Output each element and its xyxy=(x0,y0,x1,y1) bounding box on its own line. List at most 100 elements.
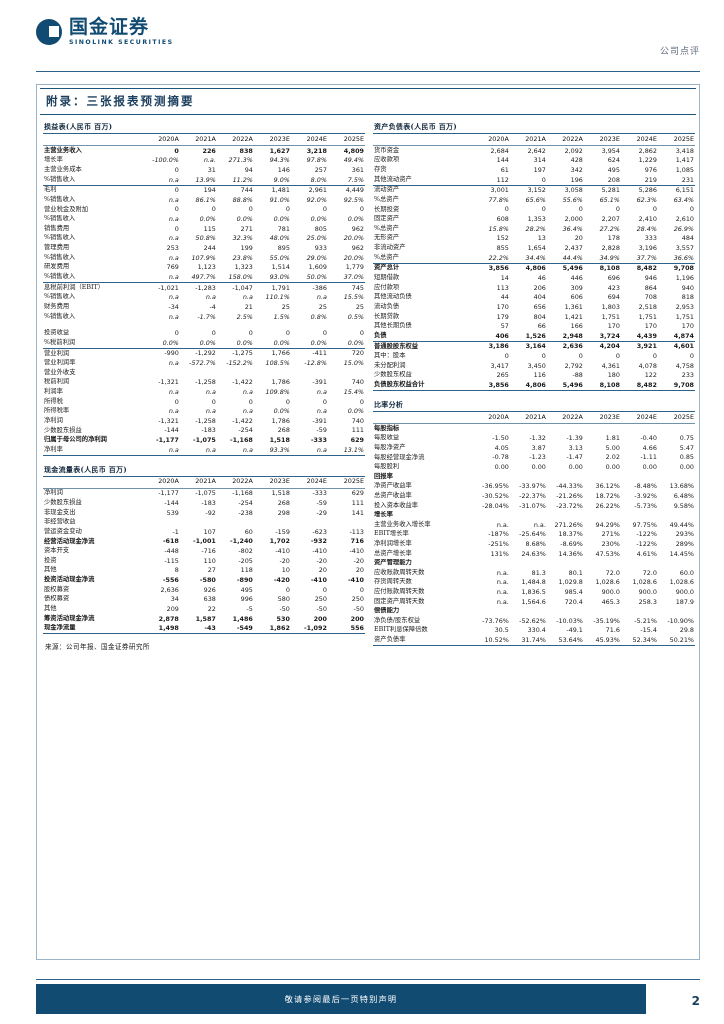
row-value xyxy=(510,607,547,616)
row-value xyxy=(510,472,547,481)
row-value: 258.3 xyxy=(638,597,657,606)
row-value: -411 xyxy=(290,347,328,359)
row-value: 3,218 xyxy=(306,146,327,155)
row-label: 研发费用 xyxy=(44,263,70,271)
row-value: 14 xyxy=(500,273,509,282)
table-row: 归属于母公司的净利润 -1,177 -1,075 -1,168 1,518 -333 629 xyxy=(43,435,365,445)
row-value: 2,610 xyxy=(675,215,694,224)
table-row: 非现金支出 539 -92 -238 298 -29 141 xyxy=(43,508,365,518)
row-value: 3,417 xyxy=(490,361,509,370)
row-value: 497.7% xyxy=(191,272,216,281)
row-value xyxy=(291,518,328,527)
row-value: 14.45% xyxy=(669,549,694,558)
col-head-2022a: 2022A xyxy=(216,475,254,489)
row-value: 271 xyxy=(240,224,253,233)
row-value: 495 xyxy=(240,585,253,594)
row-value: 111 xyxy=(351,499,364,508)
table-row: 所得税 0 0 0 0 0 0 xyxy=(43,397,365,407)
row-value xyxy=(658,607,695,616)
row-value: -1,177 xyxy=(155,436,179,445)
row-value: -556 xyxy=(162,576,179,584)
row-label: 应收账款周转天数 xyxy=(374,568,425,576)
sinolink-logo-icon xyxy=(36,18,62,45)
row-value: -251% xyxy=(488,539,509,548)
row-value: 1,417 xyxy=(675,156,694,165)
table-row: 净利润 -1,321 -1,258 -1,422 1,786 -391 740 xyxy=(43,416,365,426)
col-head-2021a: 2021A xyxy=(179,132,217,147)
table-row: 固定资产周转天数 n.a. 1,564.6 720.4 465.3 258.3 187.9 xyxy=(373,597,695,607)
table-row: 财务费用 -34 -4 21 25 25 25 xyxy=(43,302,365,312)
row-value: 1,085 xyxy=(675,165,694,174)
row-label: 应付款项 xyxy=(374,283,400,291)
table-row: 营业利润 -990 -1,292 -1,275 1,766 -411 720 xyxy=(43,347,365,359)
row-value: 838 xyxy=(239,146,253,155)
row-value: 805 xyxy=(314,224,327,233)
row-value: 4,361 xyxy=(601,361,620,370)
table-row: 现金净流量 1,498 -43 -549 1,862 -1,092 556 xyxy=(43,623,365,635)
row-value: 539 xyxy=(166,508,179,517)
row-label: 资本开支 xyxy=(44,547,70,555)
ratio-analysis-header: 2020A 2021A 2022A 2023E 2024E 2025E xyxy=(373,411,695,425)
row-value: 0 xyxy=(248,329,253,338)
row-value: 864 xyxy=(644,283,657,292)
table-row: 资本开支 -448 -716 -802 -410 -410 -410 xyxy=(43,546,365,556)
row-value: 1,836.5 xyxy=(521,587,546,596)
row-value: -20 xyxy=(279,556,290,565)
table-row: 资产管理能力 xyxy=(373,559,695,568)
row-value: 2,878 xyxy=(158,614,179,623)
row-label: 息税前利润（EBIT） xyxy=(43,282,143,293)
row-value: 694 xyxy=(607,293,620,302)
row-value: 34.4% xyxy=(525,253,546,262)
row-value: 60 xyxy=(244,527,253,536)
row-value xyxy=(621,559,658,568)
row-value xyxy=(473,559,510,568)
row-value: 606 xyxy=(570,293,583,302)
cash-flow-body: 净利润 -1,177 -1,075 -1,168 1,518 -333 629 少数股东损益 -… xyxy=(43,488,365,635)
row-value: 265 xyxy=(496,371,509,380)
cash-flow-header: 2020A 2021A 2022A 2023E 2024E 2025E xyxy=(43,475,365,489)
row-value: 781 xyxy=(277,224,290,233)
row-label: 其他流动负债 xyxy=(374,293,412,301)
row-value: 9.0% xyxy=(273,175,290,184)
row-value: 2,642 xyxy=(527,146,546,155)
row-value: 26.9% xyxy=(673,224,694,233)
row-value: 0.0% xyxy=(273,338,290,347)
row-value xyxy=(547,559,584,568)
left-column: 损益表(人民币 百万) 2020A 2021A 2022A 2023E 2024… xyxy=(43,120,365,651)
row-value: 0 xyxy=(322,329,327,338)
row-value: -15.4 xyxy=(640,626,657,635)
row-value xyxy=(473,511,510,520)
row-value: 1,484.8 xyxy=(521,578,546,587)
row-value: 110 xyxy=(203,556,216,565)
two-column-layout: 损益表(人民币 百万) 2020A 2021A 2022A 2023E 2024… xyxy=(37,115,699,651)
row-label: 增长率 xyxy=(44,156,63,164)
row-value: 230% xyxy=(601,539,620,548)
row-value: n.a xyxy=(168,234,179,243)
row-value: 629 xyxy=(350,436,364,445)
row-value: 32.3% xyxy=(232,234,253,243)
row-label: 股权募资 xyxy=(44,585,70,593)
row-value: 2,636 xyxy=(546,340,584,352)
row-value: 170 xyxy=(607,322,620,331)
income-statement-caption: 损益表(人民币 百万) xyxy=(44,122,113,131)
row-value: 110.1% xyxy=(265,293,290,302)
table-row: 少数股东权益 265 116 -88 180 122 233 xyxy=(373,371,695,381)
row-value: -580 xyxy=(199,576,216,584)
row-value: 65.1% xyxy=(599,195,620,204)
row-value: 4,758 xyxy=(675,361,694,370)
row-value: 180 xyxy=(607,371,620,380)
row-value: -29 xyxy=(316,508,327,517)
row-value: n.a xyxy=(205,387,216,396)
row-label: 主营业务收入 xyxy=(44,146,82,154)
row-value: -448 xyxy=(164,547,179,556)
row-value: 1,786 xyxy=(271,416,290,425)
row-value: 226 xyxy=(202,146,216,155)
page-title: 附录：三张报表预测摘要 xyxy=(46,94,195,108)
table-row: 主营业务收入增长率 n.a. n.a. 271.26% 94.29% 97.75% 49.4… xyxy=(373,520,695,530)
row-value: 208 xyxy=(607,175,620,184)
row-label: %总资产 xyxy=(374,224,399,232)
row-value: 57 xyxy=(500,322,509,331)
row-value: -391 xyxy=(312,416,327,425)
row-value: 50.0% xyxy=(306,272,327,281)
row-value: 131% xyxy=(490,549,509,558)
